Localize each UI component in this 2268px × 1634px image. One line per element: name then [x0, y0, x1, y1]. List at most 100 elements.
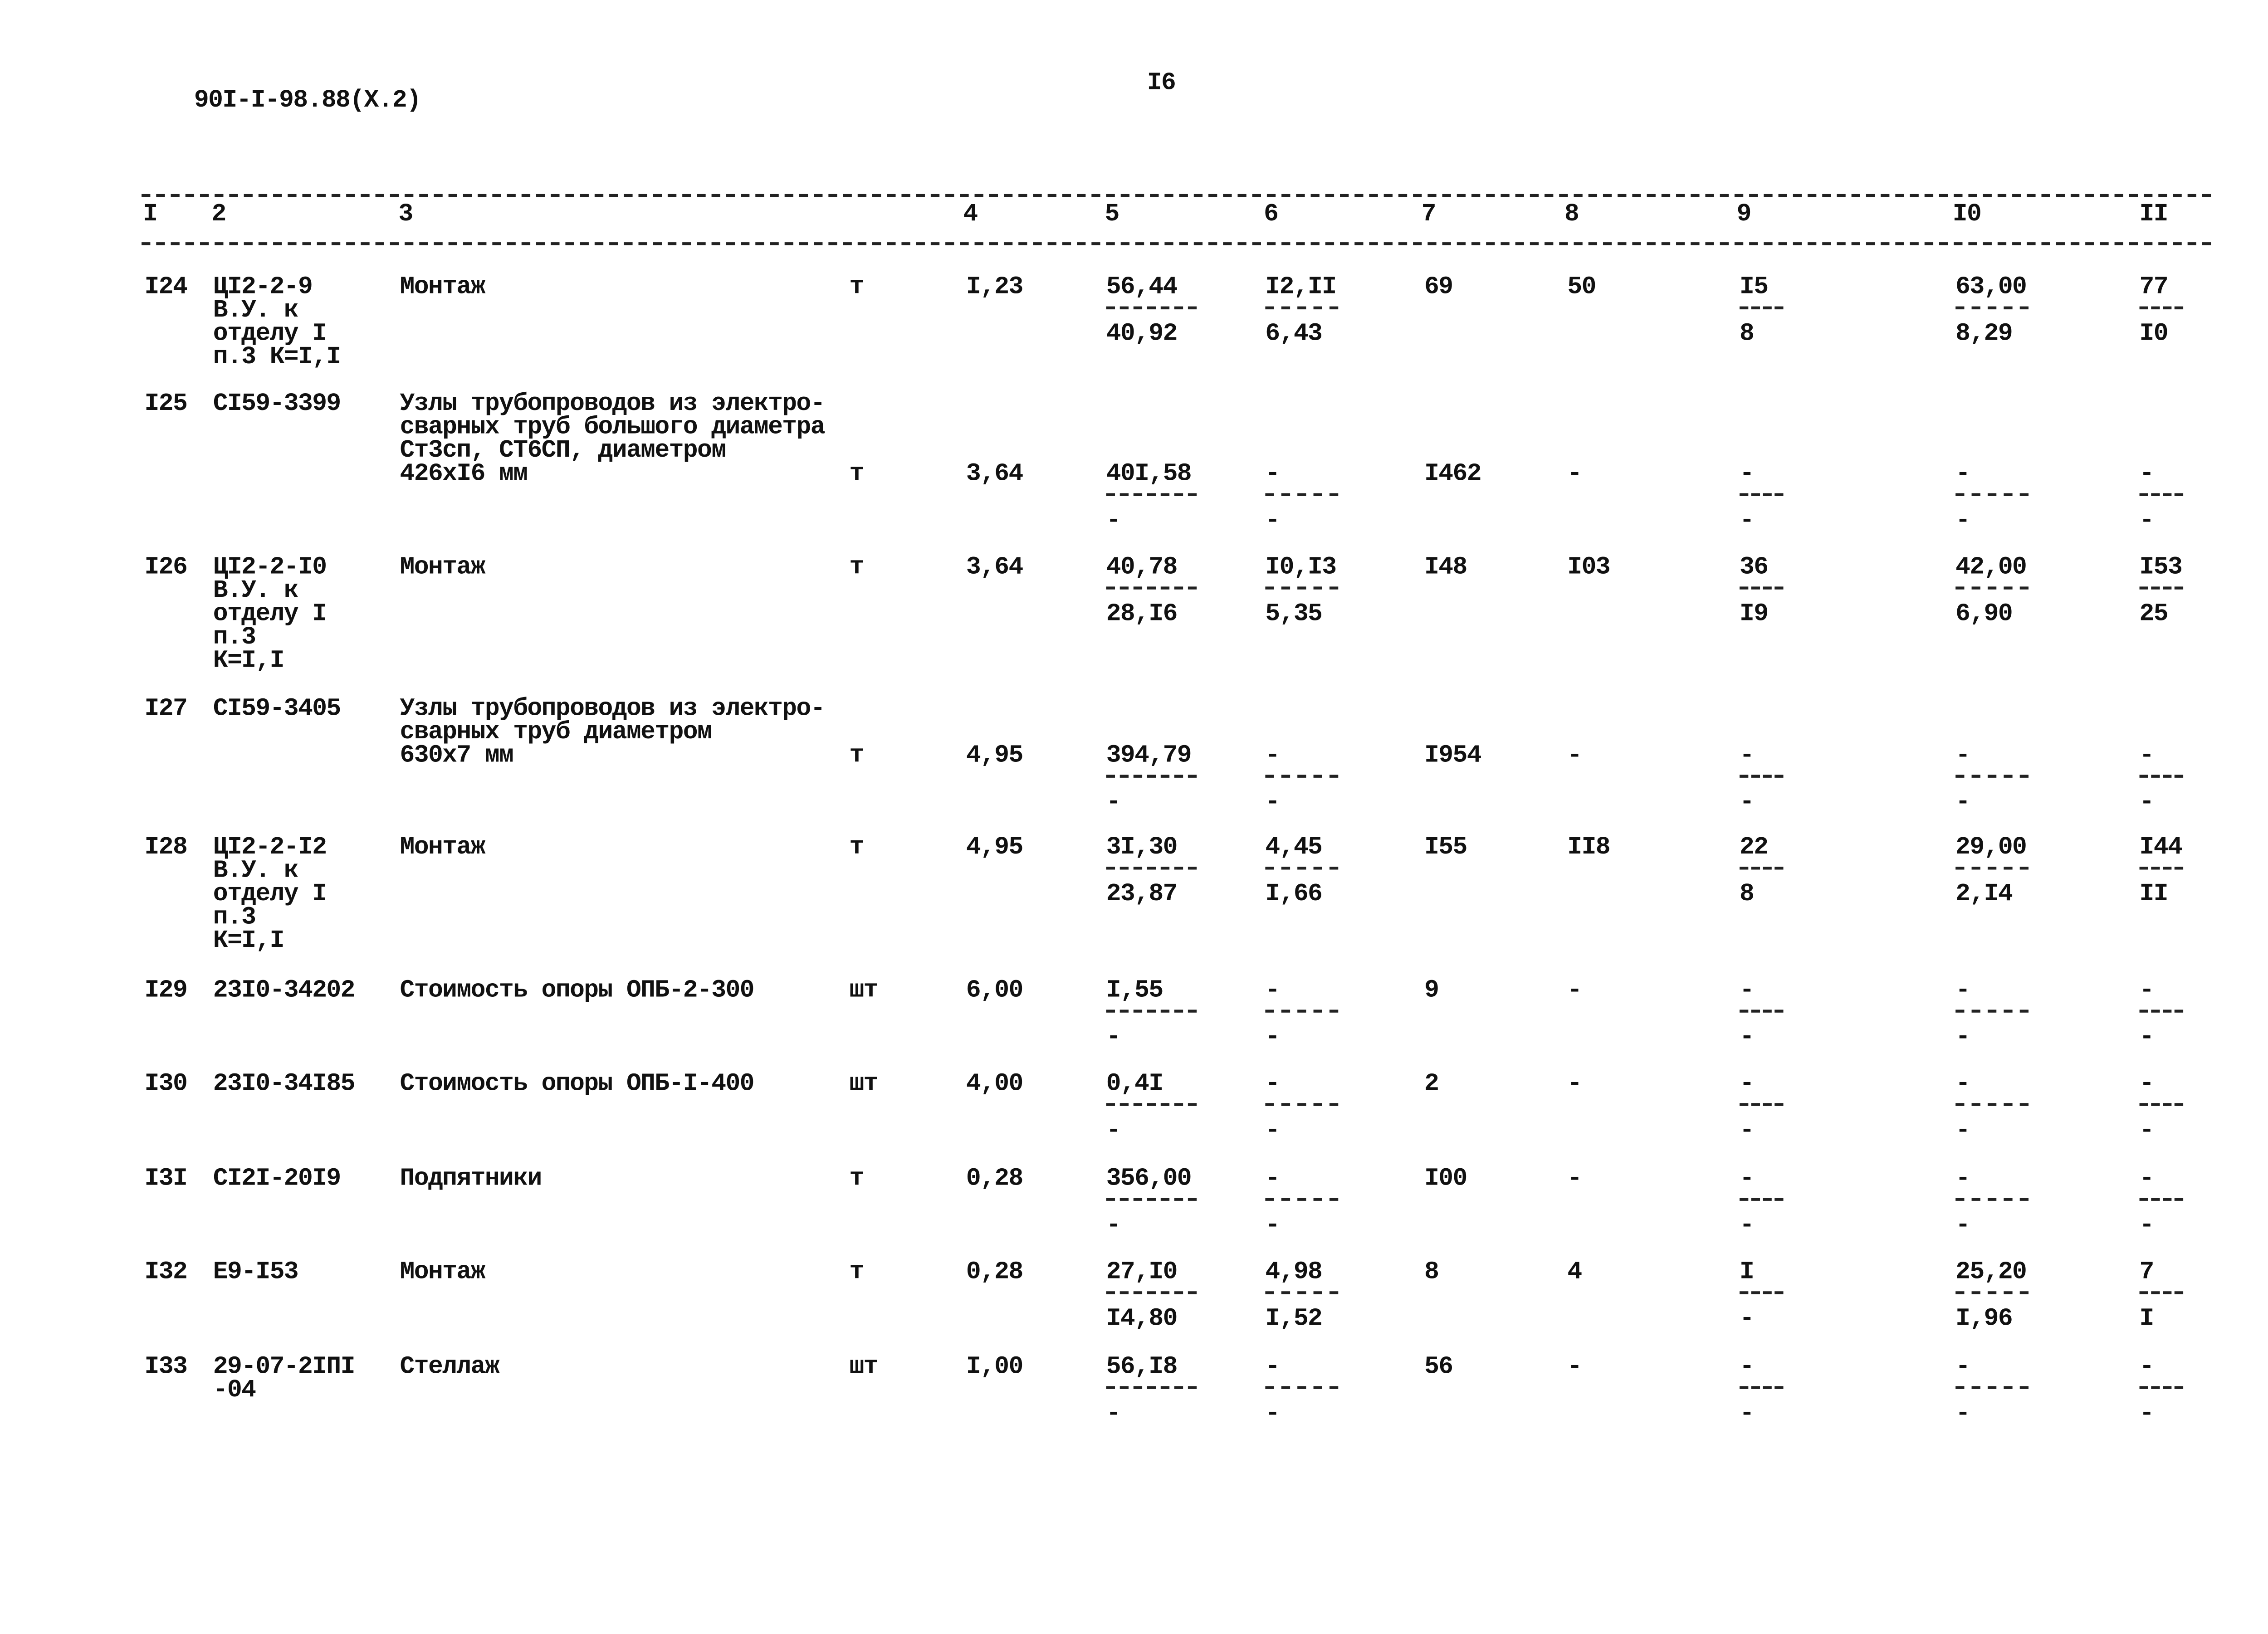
c10-numerator: -	[1955, 742, 1970, 771]
c6-denominator: -	[1265, 1117, 1280, 1146]
fraction-line	[1955, 775, 2029, 778]
c10-denominator: -	[1955, 1117, 1970, 1146]
c5-denominator: I4,80	[1106, 1306, 1178, 1334]
c5-numerator: 40,78	[1106, 554, 1178, 582]
fraction-line	[1265, 1386, 1339, 1389]
column-header-4: 4	[963, 201, 978, 229]
row-number: I24	[144, 274, 188, 302]
column-header-5: 5	[1105, 201, 1119, 229]
code-line: В.У. к	[213, 298, 299, 326]
quantity: 0,28	[966, 1166, 1023, 1194]
c6-numerator: -	[1265, 977, 1280, 1005]
quantity: 3,64	[966, 554, 1023, 582]
fraction-line	[1740, 867, 1784, 870]
code-line: ЦI2-2-I2	[213, 834, 327, 863]
c9-numerator: -	[1740, 1354, 1755, 1382]
c11-denominator: II	[2139, 881, 2169, 909]
c11-numerator: -	[2139, 742, 2155, 771]
c6-denominator: -	[1265, 1212, 1280, 1240]
col8-value: -	[1567, 1354, 1582, 1382]
name-line: сварных труб диаметром	[400, 719, 712, 747]
c9-denominator: I9	[1740, 601, 1769, 629]
c9-denominator: -	[1740, 1024, 1755, 1052]
c6-denominator: -	[1265, 507, 1280, 536]
col7-value: 69	[1424, 274, 1453, 302]
fraction-line	[1265, 493, 1339, 496]
table-top-rule	[142, 194, 2211, 197]
unit: шт	[849, 977, 878, 1005]
c5-numerator: 394,79	[1106, 742, 1192, 771]
code-line: К=I,I	[213, 928, 285, 956]
c11-numerator: 7	[2139, 1259, 2155, 1287]
c11-denominator: I	[2139, 1306, 2155, 1334]
column-header-10: I0	[1952, 201, 1982, 229]
name-line: Монтаж	[400, 1259, 486, 1287]
c6-numerator: -	[1265, 742, 1280, 771]
c5-denominator: -	[1106, 1400, 1121, 1429]
col8-value: -	[1567, 461, 1582, 489]
fraction-line	[1740, 306, 1784, 310]
fraction-line	[2139, 493, 2184, 496]
fraction-line	[1740, 586, 1784, 590]
column-header-3: 3	[398, 201, 413, 229]
c5-numerator: 3I,30	[1106, 834, 1178, 863]
c6-denominator: I,66	[1265, 881, 1322, 909]
c11-denominator: -	[2139, 789, 2155, 817]
c5-denominator: -	[1106, 789, 1121, 817]
fraction-line	[1955, 1291, 2029, 1294]
c6-numerator: -	[1265, 1354, 1280, 1382]
fraction-line	[1955, 586, 2029, 590]
c6-denominator: 6,43	[1265, 321, 1322, 349]
name-line: Узлы трубопроводов из электро-	[400, 696, 826, 724]
c11-numerator: 77	[2139, 274, 2169, 302]
fraction-line	[1265, 1198, 1339, 1201]
c11-denominator: -	[2139, 507, 2155, 536]
column-header-11: II	[2139, 201, 2169, 229]
c6-numerator: 4,98	[1265, 1259, 1322, 1287]
c5-numerator: 56,I8	[1106, 1354, 1178, 1382]
quantity: 0,28	[966, 1259, 1023, 1287]
c6-denominator: -	[1265, 1024, 1280, 1052]
c9-numerator: -	[1740, 977, 1755, 1005]
row-number: I27	[144, 696, 188, 724]
col8-value: I03	[1567, 554, 1610, 582]
col8-value: -	[1567, 977, 1582, 1005]
c5-numerator: 0,4I	[1106, 1071, 1163, 1099]
column-header-7: 7	[1421, 201, 1437, 229]
c9-denominator: -	[1740, 1212, 1755, 1240]
quantity: 4,95	[966, 834, 1023, 863]
column-header-1: I	[143, 201, 158, 229]
fraction-line	[2139, 586, 2184, 590]
c9-numerator: 36	[1740, 554, 1769, 582]
col7-value: I55	[1424, 834, 1467, 863]
quantity: 4,00	[966, 1071, 1023, 1099]
c5-denominator: -	[1106, 1117, 1121, 1146]
c6-denominator: I,52	[1265, 1306, 1322, 1334]
fraction-line	[1106, 867, 1197, 870]
code-line: ЦI2-2-I0	[213, 554, 327, 582]
row-number: I28	[144, 834, 188, 863]
fraction-line	[1265, 1010, 1339, 1013]
fraction-line	[1955, 1386, 2029, 1389]
c10-numerator: -	[1955, 977, 1970, 1005]
c10-denominator: I,96	[1955, 1306, 2013, 1334]
c11-numerator: -	[2139, 461, 2155, 489]
c9-denominator: -	[1740, 1117, 1755, 1146]
c10-numerator: -	[1955, 1166, 1970, 1194]
unit: т	[849, 742, 864, 771]
c6-numerator: I0,I3	[1265, 554, 1337, 582]
unit: шт	[849, 1354, 878, 1382]
col8-value: -	[1567, 1071, 1582, 1099]
name-line: сварных труб большого диаметра	[400, 414, 826, 442]
code-line: отделу I	[213, 321, 327, 349]
code-line: п.3 К=I,I	[213, 344, 342, 372]
fraction-line	[2139, 306, 2184, 310]
c10-numerator: 63,00	[1955, 274, 2027, 302]
fraction-line	[1106, 1386, 1197, 1389]
name-line: Стоимость опоры ОПБ-2-300	[400, 977, 755, 1005]
fraction-line	[1265, 306, 1339, 310]
fraction-line	[1265, 1291, 1339, 1294]
fraction-line	[2139, 775, 2184, 778]
c9-denominator: -	[1740, 1306, 1755, 1334]
table-header-rule	[142, 242, 2211, 245]
